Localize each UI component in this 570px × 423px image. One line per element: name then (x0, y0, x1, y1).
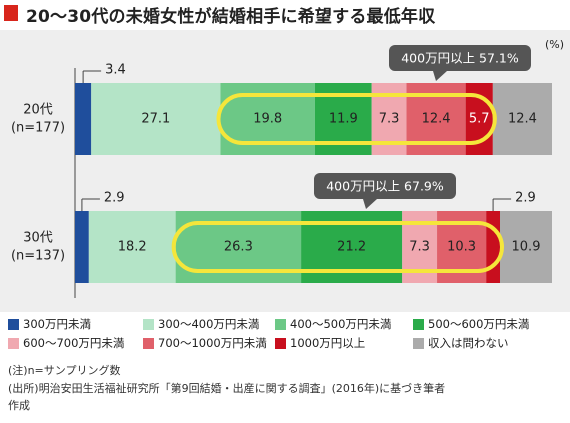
data-label: 2.9 (515, 191, 536, 206)
legend-swatch (275, 318, 286, 330)
bar-segment (75, 211, 89, 283)
data-label: 18.2 (118, 240, 147, 255)
callout-text: 400万円以上 57.1% (401, 51, 519, 66)
legend-label: 300万円未満 (23, 317, 91, 331)
legend-item: 300〜400万円未満 (143, 316, 259, 332)
data-label: 7.3 (409, 240, 430, 255)
legend-swatch (275, 337, 286, 349)
row-label: 20代 (23, 103, 53, 118)
data-label: 5.7 (469, 112, 490, 127)
data-label: 7.3 (379, 112, 400, 127)
title-bar: 20〜30代の未婚女性が結婚相手に希望する最低年収 (0, 0, 570, 27)
legend-item: 500〜600万円未満 (413, 316, 529, 332)
legend-label: 500〜600万円未満 (428, 317, 530, 331)
bar-segment (500, 211, 552, 283)
legend-label: 400〜500万円未満 (290, 317, 392, 331)
row-label: 30代 (23, 231, 53, 246)
legend-item: 300万円未満 (8, 316, 91, 332)
bar-segment (486, 211, 501, 283)
bar-segment (88, 211, 176, 283)
legend-swatch (8, 318, 19, 330)
legend-item: 400〜500万円未満 (275, 316, 391, 332)
bar-segment (492, 83, 552, 155)
legend-label: 1000万円以上 (290, 336, 366, 350)
data-label: 12.4 (422, 112, 451, 127)
data-label: 3.4 (105, 63, 126, 78)
legend-item: 700〜1000万円未満 (143, 335, 267, 351)
chart-title: 20〜30代の未婚女性が結婚相手に希望する最低年収 (26, 7, 436, 27)
sample-size-note: (注)n=サンプリング数 (8, 364, 121, 377)
legend-label: 700〜1000万円未満 (158, 336, 267, 350)
legend-swatch (143, 318, 154, 330)
data-label: 12.4 (508, 112, 537, 127)
callout-pointer (433, 71, 447, 81)
data-label: 19.8 (253, 112, 282, 127)
source-note: (出所)明治安田生活福祉研究所「第9回結婚・出産に関する調査」(2016年)に基… (8, 382, 446, 395)
highlight-outline (216, 93, 497, 145)
legend-label: 収入は問わない (428, 336, 509, 350)
bar-segment (75, 83, 92, 155)
legend-swatch (413, 318, 424, 330)
unit-label: (%) (544, 38, 564, 51)
legend-swatch (143, 337, 154, 349)
legend-swatch (8, 337, 19, 349)
legend-item: 収入は問わない (413, 335, 509, 351)
callout-bubble (389, 45, 531, 71)
callout-pointer (363, 199, 377, 209)
legend-swatch (413, 337, 424, 349)
data-label: 10.3 (447, 240, 476, 255)
row-sample-label: (n=177) (11, 121, 65, 136)
title-accent-mark (4, 5, 18, 21)
data-label: 21.2 (337, 240, 366, 255)
data-label: 2.9 (104, 191, 125, 206)
legend-item: 1000万円以上 (275, 335, 365, 351)
data-label: 10.9 (512, 240, 541, 255)
source-note-continued: 作成 (8, 399, 30, 412)
row-sample-label: (n=137) (11, 249, 65, 264)
data-label: 11.9 (329, 112, 358, 127)
data-label: 27.1 (141, 112, 170, 127)
highlight-outline (171, 221, 505, 273)
data-label: 26.3 (224, 240, 253, 255)
callout-text: 400万円以上 67.9% (326, 179, 444, 194)
legend-label: 300〜400万円未満 (158, 317, 260, 331)
callout-bubble (314, 173, 456, 199)
legend-label: 600〜700万円未満 (23, 336, 125, 350)
legend-item: 600〜700万円未満 (8, 335, 124, 351)
bar-segment (91, 83, 221, 155)
